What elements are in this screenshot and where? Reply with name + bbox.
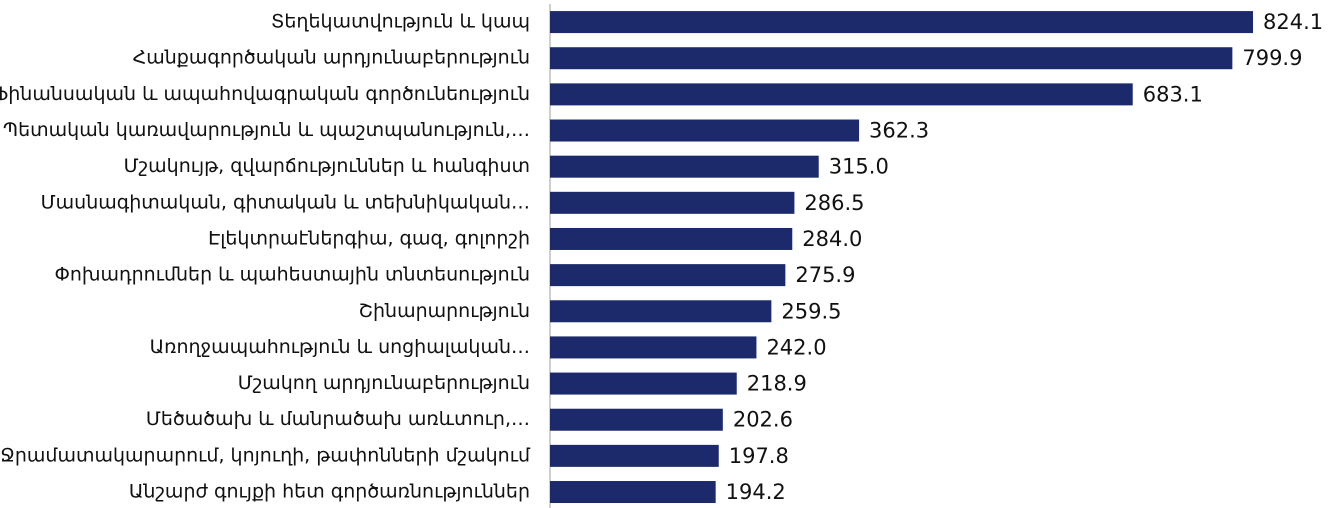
value-label: 683.1	[1143, 82, 1203, 106]
value-label: 286.5	[804, 191, 864, 215]
value-label: 242.0	[766, 335, 826, 359]
bar	[550, 336, 757, 359]
y-tick-label: Անշարժ գույքի հետ գործառնություններ	[129, 481, 530, 503]
y-tick-label: Պետական կառավարություն և պաշտպանություն,…	[3, 119, 530, 141]
value-label: 218.9	[747, 372, 807, 396]
y-tick-label: Առողջապահություն և սոցիալական…	[150, 336, 530, 358]
bar	[550, 444, 719, 467]
bar	[550, 481, 716, 504]
y-tick-label: Մշակույթ, զվարճություններ և հանգիստ	[124, 155, 530, 177]
bar	[550, 47, 1233, 70]
value-label: 197.8	[729, 444, 789, 468]
bar	[550, 83, 1133, 106]
bar	[550, 191, 795, 214]
y-tick-label: Մշակող արդյունաբերություն	[238, 372, 530, 394]
bar	[550, 227, 793, 250]
value-label: 202.6	[733, 408, 793, 432]
y-tick-label: Էլեկտրաէներգիա, գազ, գոլորշի	[208, 227, 530, 249]
bar	[550, 155, 819, 178]
value-label: 315.0	[829, 155, 889, 179]
y-tick-label: Մեծածախ և մանրածախ առևտուր,…	[146, 408, 530, 430]
bar	[550, 300, 772, 323]
value-label: 824.1	[1263, 10, 1323, 34]
bar	[550, 372, 737, 395]
bar	[550, 11, 1253, 34]
y-tick-label: Մասնագիտական, գիտական և տեխնիկական…	[41, 191, 530, 213]
value-label: 362.3	[869, 119, 929, 143]
y-tick-label: Տեղեկատվություն և կապ	[271, 11, 530, 33]
bar	[550, 264, 786, 287]
y-tick-label: Ֆինանսական և ապահովագրական գործունեությո…	[0, 83, 530, 105]
value-label: 194.2	[726, 480, 786, 504]
y-tick-label: Ջրամատակարարում, կոյուղի, թափոնների մշակ…	[0, 444, 531, 466]
y-tick-label: Շինարարություն	[359, 300, 530, 322]
y-tick-label: Հանքագործական արդյունաբերություն	[133, 47, 530, 69]
bar	[550, 408, 723, 431]
value-label: 259.5	[781, 299, 841, 323]
value-label: 275.9	[795, 263, 855, 287]
value-label: 284.0	[802, 227, 862, 251]
y-tick-label: Փոխադրումներ և պահեստային տնտեսություն	[54, 264, 530, 286]
bar	[550, 119, 860, 142]
value-label: 799.9	[1242, 46, 1302, 70]
